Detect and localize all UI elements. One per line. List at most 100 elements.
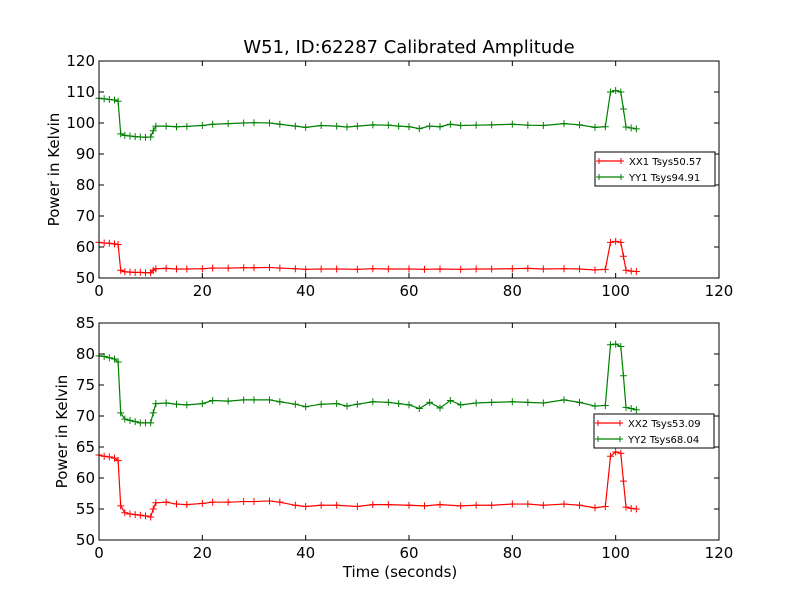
data-point — [395, 122, 403, 130]
data-point — [457, 502, 465, 510]
x-tick-label: 40 — [296, 282, 315, 300]
x-tick-label: 100 — [601, 544, 630, 562]
data-point — [632, 267, 640, 275]
data-point — [384, 121, 392, 129]
data-point — [632, 125, 640, 133]
data-point — [607, 88, 614, 96]
data-point — [209, 397, 217, 404]
legend-marker — [596, 158, 624, 164]
data-point — [209, 120, 217, 128]
data-point — [576, 501, 583, 509]
data-point — [266, 497, 273, 505]
data-point — [617, 343, 625, 351]
data-point — [457, 265, 465, 273]
data-point — [436, 123, 444, 131]
data-point — [576, 265, 583, 273]
data-point — [627, 405, 635, 413]
data-point — [152, 122, 160, 130]
legend-label: YY2 Tsys68.04 — [627, 435, 699, 446]
x-axis-label: Time (seconds) — [342, 563, 458, 581]
data-point — [173, 123, 180, 131]
data-point — [111, 454, 118, 462]
legend-marker — [596, 174, 624, 180]
data-point — [240, 498, 248, 506]
data-point — [488, 265, 496, 273]
data-point — [622, 503, 630, 511]
data-point — [333, 400, 341, 408]
legend: XX2 Tsys53.09 YY2 Tsys68.04 — [593, 413, 715, 449]
data-point — [198, 265, 206, 273]
data-point — [591, 504, 599, 512]
data-point — [617, 238, 625, 246]
data-point — [446, 397, 454, 404]
bottom-axes: 0 20 40 60 80 100 120 50 55 60 65 70 75 80 85 Power in … — [53, 314, 733, 581]
data-point — [612, 237, 620, 245]
data-point — [405, 501, 413, 509]
data-point — [343, 123, 351, 131]
data-point — [198, 121, 206, 129]
data-point — [105, 239, 113, 247]
data-point — [302, 123, 310, 131]
legend: XX1 Tsys50.57 YY1 Tsys94.91 — [594, 151, 716, 187]
data-point — [576, 398, 583, 406]
data-point — [147, 513, 155, 521]
data-point — [384, 501, 392, 509]
data-point — [131, 418, 139, 426]
data-point — [601, 503, 609, 511]
data-point — [173, 400, 180, 408]
data-point — [353, 503, 361, 511]
data-point — [415, 405, 423, 413]
data-point — [524, 500, 532, 508]
data-point — [173, 500, 180, 508]
data-point — [524, 121, 532, 129]
data-point — [111, 355, 118, 363]
x-tick-label: 100 — [601, 282, 630, 300]
data-point — [149, 409, 157, 417]
data-point — [117, 130, 125, 138]
y-tick-label: 70 — [76, 207, 95, 225]
y-tick-label: 60 — [76, 469, 95, 487]
legend-label: YY1 Tsys94.91 — [628, 173, 700, 184]
data-point — [369, 398, 377, 406]
data-point — [405, 401, 413, 409]
data-point — [149, 127, 157, 135]
y-tick-label: 80 — [76, 345, 95, 363]
data-point — [576, 121, 583, 129]
data-point — [131, 511, 139, 519]
y-tick-label: 50 — [76, 269, 95, 287]
data-point — [250, 498, 258, 506]
data-point — [539, 399, 547, 407]
data-point — [508, 500, 516, 508]
data-point — [117, 266, 125, 274]
data-point — [152, 499, 160, 507]
data-point — [266, 263, 273, 271]
data-point — [343, 402, 351, 410]
data-point — [617, 449, 625, 457]
data-point — [317, 121, 325, 129]
data-point — [240, 396, 248, 404]
data-point — [111, 96, 118, 104]
data-point — [121, 415, 129, 423]
data-point — [421, 265, 428, 273]
data-point — [291, 122, 299, 130]
data-point — [152, 265, 160, 273]
data-point — [291, 400, 299, 408]
data-point — [405, 123, 413, 131]
data-point — [114, 97, 122, 105]
data-point — [266, 396, 273, 404]
legend-marker — [595, 436, 623, 442]
data-point — [291, 501, 299, 509]
x-tick-label: 0 — [94, 544, 104, 562]
data-point — [353, 122, 361, 130]
y-tick-label: 75 — [76, 376, 95, 394]
data-point — [250, 264, 258, 272]
x-tick-label: 20 — [193, 544, 212, 562]
data-point — [421, 502, 428, 510]
y-axis-label: Power in Kelvin — [53, 375, 71, 489]
x-tick-label: 20 — [193, 282, 212, 300]
top-axes: 0 20 40 60 80 100 120 50 60 70 80 90 100 110 120 Power … — [45, 52, 733, 300]
data-point — [183, 501, 191, 509]
data-point — [436, 265, 444, 273]
data-point — [126, 416, 134, 424]
data-point — [266, 119, 273, 127]
